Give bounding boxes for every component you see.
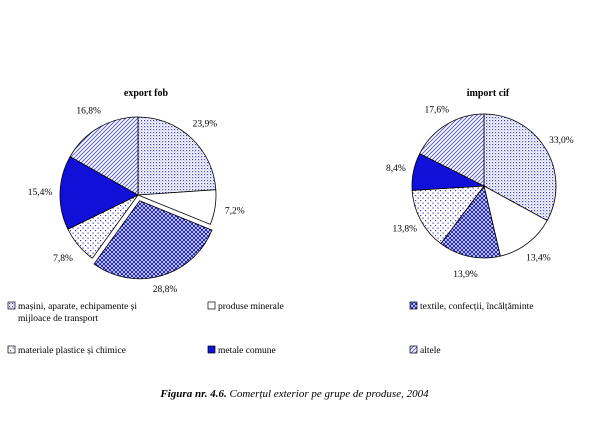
legend-label: metale comune xyxy=(218,346,276,356)
pie-slice-produse-minerale xyxy=(483,185,548,257)
legend-item-materiale-plastice-si-chimice: materiale plastice și chimice xyxy=(7,345,126,356)
legend-swatch xyxy=(409,301,418,310)
legend-label: textile, confecții, încălțăminte xyxy=(420,301,533,312)
legend-swatch xyxy=(207,301,216,310)
slice-label: 7,8% xyxy=(53,254,73,264)
caption-number: Figura nr. 4.6. xyxy=(160,388,227,400)
slice-label: 13,4% xyxy=(526,254,551,264)
chart-title-export: export fob xyxy=(124,88,169,99)
legend-label-line2: mijloace de transport xyxy=(18,314,99,324)
legend: mașini, aparate, echipamente și mijloace … xyxy=(7,301,533,356)
legend-swatch xyxy=(207,345,216,354)
slice-label: 23,9% xyxy=(193,119,218,129)
legend-item-masini-aparate-echipamente-si: mașini, aparate, echipamente și mijloace … xyxy=(7,301,137,324)
legend-label: produse minerale xyxy=(218,302,284,312)
legend-item-produse-minerale: produse minerale xyxy=(207,301,284,312)
slice-label: 33,0% xyxy=(549,136,574,146)
legend-label: materiale plastice și chimice xyxy=(18,346,126,356)
legend-swatch xyxy=(7,301,16,310)
slice-label: 16,8% xyxy=(76,106,101,116)
pie-slice-altele xyxy=(69,116,139,196)
caption-text: Comerțul exterior pe grupe de produse, 2… xyxy=(229,388,429,400)
pie-slice-masini-aparate-echipamente-si-mijloace-de-transport xyxy=(137,116,217,196)
pie-slice-masini-aparate-echipamente-si-mijloace-de-transport xyxy=(483,113,557,222)
slice-label: 8,4% xyxy=(386,164,406,174)
legend-label: mașini, aparate, echipamente și xyxy=(18,302,137,312)
slice-label: 13,8% xyxy=(392,225,417,235)
legend-item-altele: altele xyxy=(409,345,441,356)
pie-slice-textile-confectii-incaltaminte xyxy=(440,185,501,259)
pie-import-cif: 33,0% 13,4% 13,9% 13,8% 8,4% 17,6% xyxy=(386,105,574,280)
slice-label: 28,8% xyxy=(153,285,178,295)
slice-label: 13,9% xyxy=(453,270,478,280)
pie-slice-textile-confectii-incaltaminte xyxy=(93,200,213,280)
pie-export-fob: 23,9% 7,2% 28,8% 7,8% 15,4% 16,8% xyxy=(28,106,245,295)
legend-label: altele xyxy=(420,346,441,356)
legend-item-textile-confectii-incaltaminte: textile, confecții, încălțăminte xyxy=(409,301,533,312)
slice-label: 7,2% xyxy=(225,206,245,216)
pie-slice-produse-minerale xyxy=(137,189,217,225)
legend-swatch xyxy=(409,345,418,354)
legend-item-metale-comune: metale comune xyxy=(207,345,276,356)
pie-slice-altele xyxy=(419,113,485,187)
slice-label: 15,4% xyxy=(28,188,53,198)
chart-title-import: import cif xyxy=(467,88,510,99)
slice-label: 17,6% xyxy=(425,105,450,115)
legend-swatch xyxy=(7,345,16,354)
pie-slice-metale-comune xyxy=(59,156,139,230)
pie-slice-materiale-plastice-si-chimice xyxy=(411,185,485,245)
figure-caption: Figura nr. 4.6. Comerțul exterior pe gru… xyxy=(0,388,589,400)
